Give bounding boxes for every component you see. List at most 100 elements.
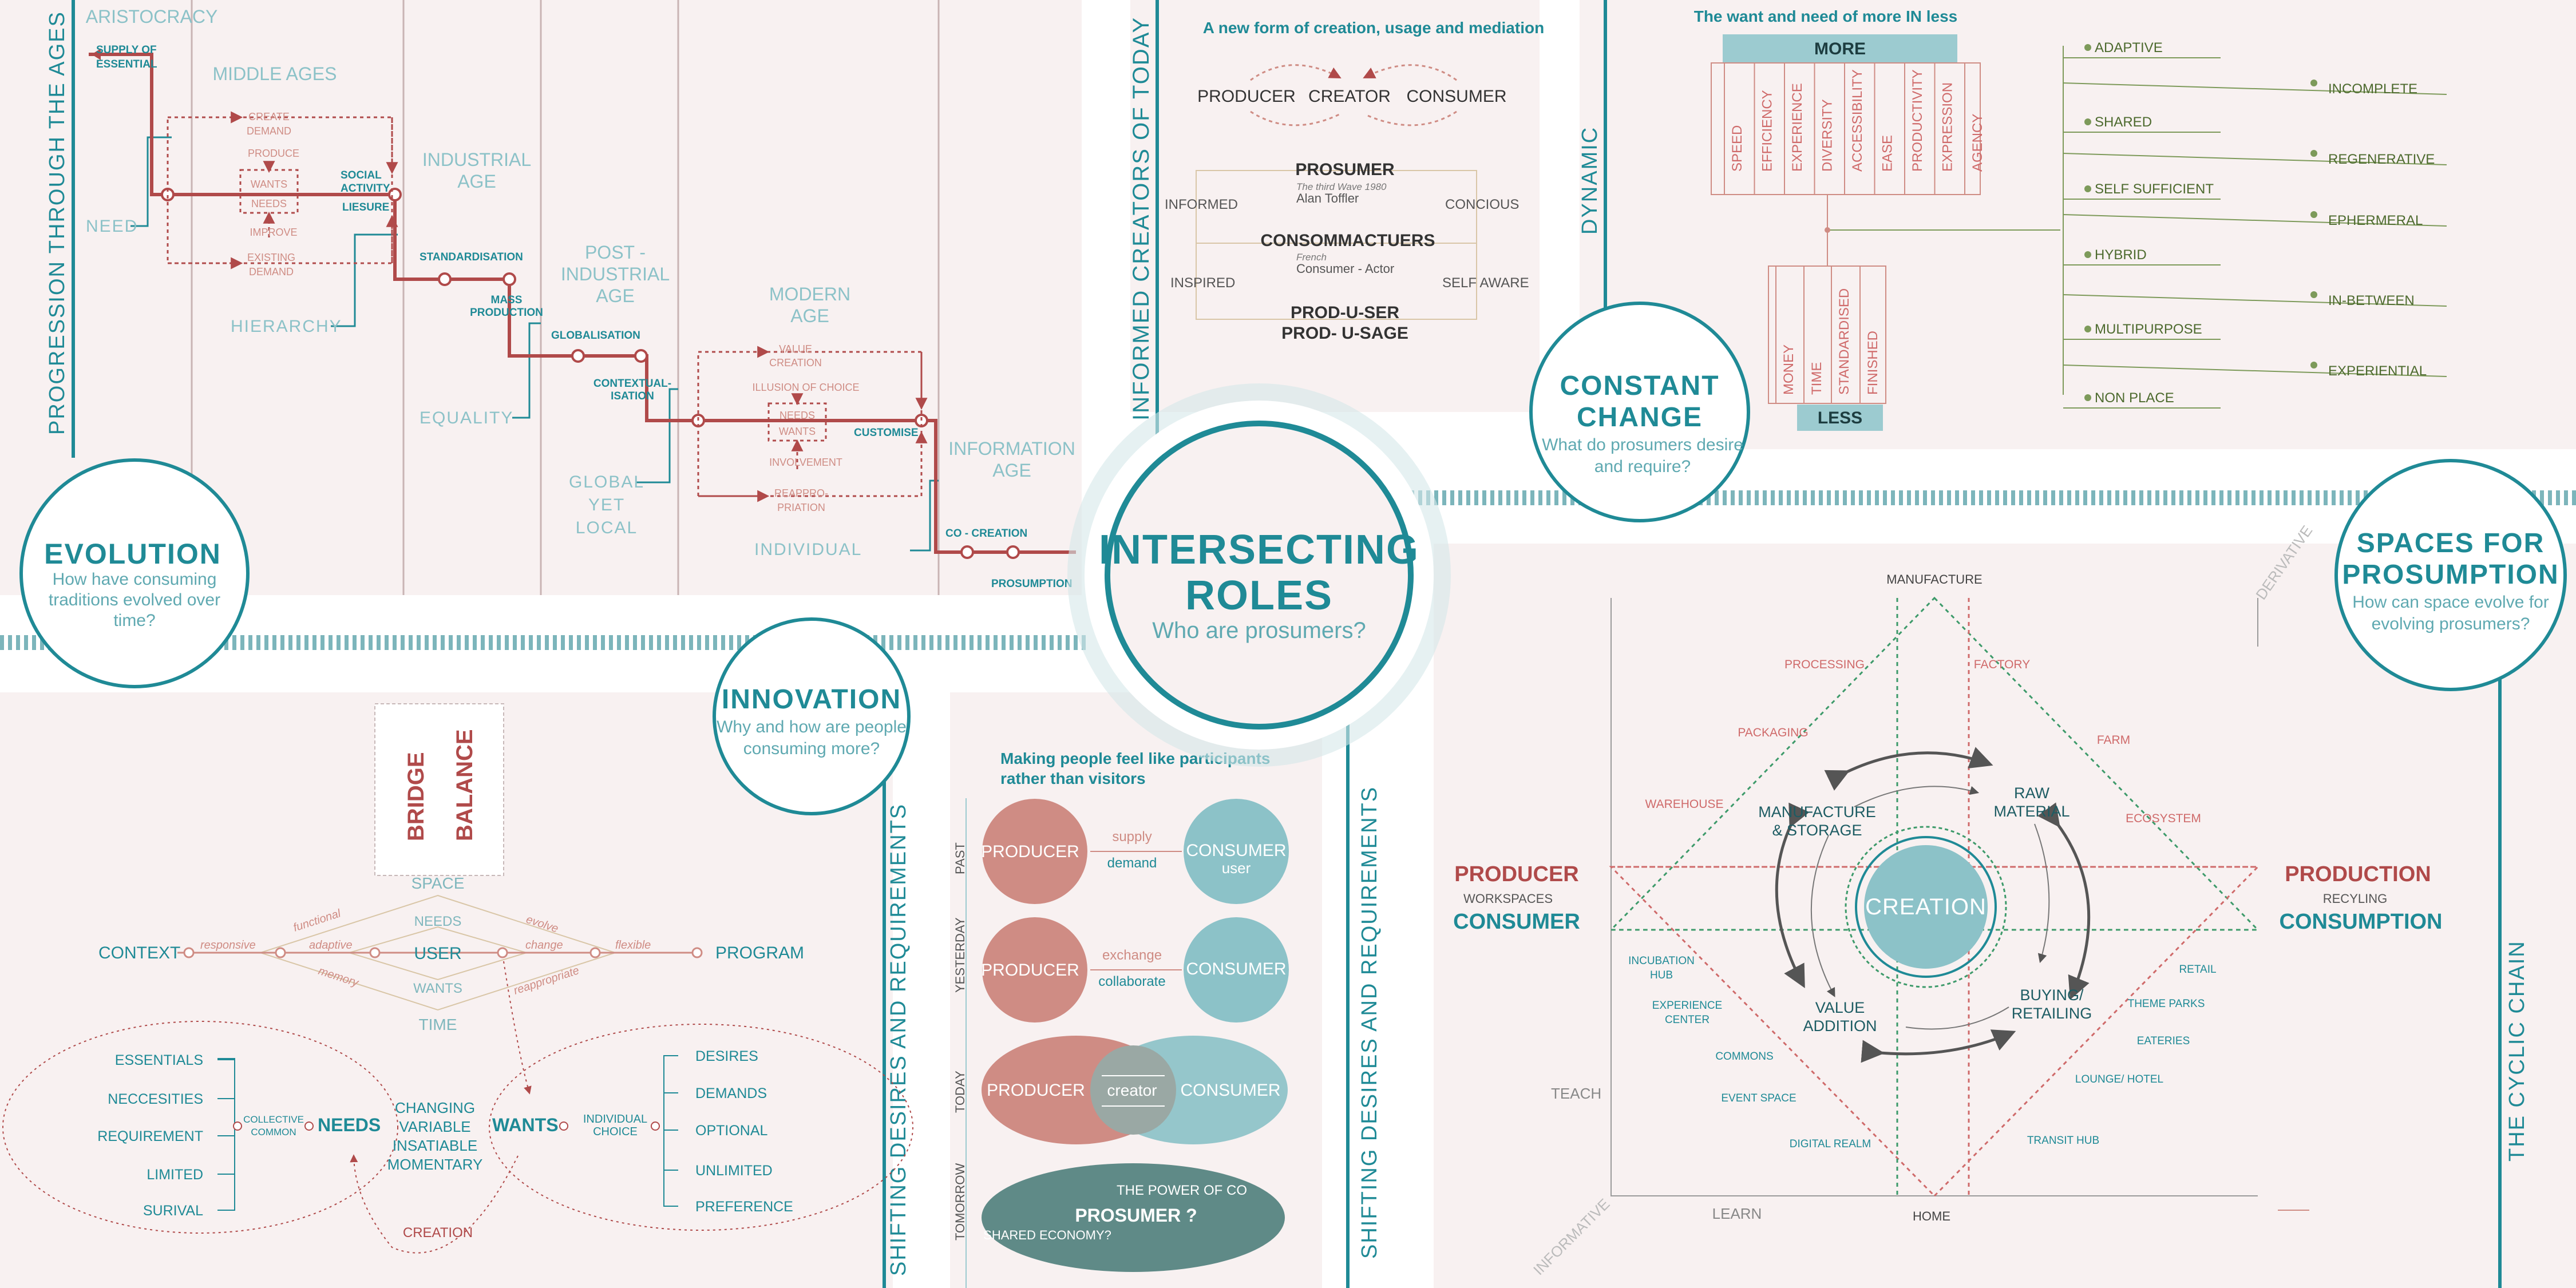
lbl-change: change <box>525 939 563 952</box>
space-teal-label: EATERIES <box>2137 1035 2190 1047</box>
space-teal-label: HUB <box>1650 969 1673 981</box>
collective-2: COMMON <box>251 1127 296 1138</box>
space-teal-label: INCUBATION <box>1628 955 1695 967</box>
col2-connector <box>2063 153 2447 165</box>
dynamic-panel: DYNAMIC The want and need of more IN les… <box>1578 0 2447 431</box>
innovation-vertical-title: SHIFTING DESIRES AND REQUIREMENTS <box>887 803 911 1276</box>
middle-item: CHANGING <box>395 1099 475 1116</box>
col1-dot <box>2084 185 2091 192</box>
spaces-recyling: RECYLING <box>2323 891 2387 906</box>
middle-item: VARIABLE <box>399 1118 470 1135</box>
cycle-raw-1: RAW <box>2014 784 2050 802</box>
node-mass-2: PRODUCTION <box>470 307 543 319</box>
innovation-creation: CREATION <box>403 1225 473 1241</box>
cycle1-improve: IMPROVE <box>250 227 297 238</box>
col1-dot <box>2084 118 2091 125</box>
informed-ref-2: Alan Toffler <box>1296 191 1359 205</box>
age-aristocracy: ARISTOCRACY <box>86 6 218 27</box>
spaces-workspaces: WORKSPACES <box>1463 891 1553 906</box>
spaces-circle-title-2: PROSUMPTION <box>2342 560 2559 590</box>
spaces-circle-line-1: How can space evolve for <box>2352 593 2549 612</box>
spaces-vertical-2: THE CYCLIC CHAIN <box>2505 940 2529 1162</box>
label-global-1: GLOBAL <box>569 473 644 492</box>
cc-title-2: CHANGE <box>1577 402 1703 433</box>
informed-selfaware: SELF AWARE <box>1442 275 1529 291</box>
lbl-flexible: flexible <box>615 939 651 952</box>
needs-item: REQUIREMENT <box>97 1128 203 1144</box>
evolution-circle-line-3: time? <box>113 611 155 630</box>
era-label: YESTERDAY <box>953 917 967 993</box>
col2-dot <box>2310 150 2317 157</box>
col2-connector <box>2063 364 2447 377</box>
spaces-circle: SPACES FOR PROSUMPTION How can space evo… <box>2334 459 2567 691</box>
informed-producer: PRODUCER <box>1197 87 1296 106</box>
cycle1-needs: NEEDS <box>251 198 287 209</box>
more-item: SPEED <box>1730 125 1745 172</box>
age-modern-2: AGE <box>790 306 829 326</box>
evolution-main-path <box>89 53 1076 554</box>
age-post-1: POST - <box>585 242 646 263</box>
constant-change-circle: CONSTANT CHANGE What do prosumers desire… <box>1529 302 1750 522</box>
age-information-1: INFORMATION <box>948 438 1075 459</box>
cycle1-exist-1: EXISTING <box>247 252 295 263</box>
cycle1-exist-2: DEMAND <box>249 266 294 278</box>
col1-dot <box>2084 44 2091 51</box>
producer-circle <box>982 799 1087 904</box>
cycle-raw-2: MATERIAL <box>1993 803 2069 820</box>
node-customise: CUSTOMISE <box>854 427 919 439</box>
evolution-vertical-title: PROGRESSION THROUGH THE AGES <box>45 11 69 435</box>
participants-title-2: rather than visitors <box>1000 770 1146 787</box>
space-teal-label: THEME PARKS <box>2128 998 2205 1010</box>
power-label: THE POWER OF CO <box>1117 1183 1247 1198</box>
needs-item: LIMITED <box>147 1167 203 1183</box>
innovation-panel: SHIFTING DESIRES AND REQUIREMENTS BRIDGE… <box>2 692 913 1288</box>
informed-concious: CONCIOUS <box>1445 197 1519 212</box>
collective-1: COLLECTIVE <box>243 1114 304 1125</box>
label-equality: EQUALITY <box>420 409 513 427</box>
label-need: NEED <box>86 217 138 236</box>
cc-line-2: and require? <box>1594 457 1691 476</box>
center-title-2: ROLES <box>1185 573 1333 619</box>
center-circle: INTERSECTING ROLES Who are prosumers? <box>1067 383 1451 767</box>
spaces-vertical-1: SHIFTING DESIRES AND REQUIREMENTS <box>1358 786 1382 1259</box>
cycle-va-1: VALUE <box>1815 999 1865 1016</box>
space-red-label: FACTORY <box>1974 658 2030 671</box>
spaces-circle-title-1: SPACES FOR <box>2357 528 2545 558</box>
bridge-label: BRIDGE <box>403 752 429 841</box>
cc-line-1: What do prosumers desire <box>1542 435 1743 454</box>
needs-item: ESSENTIALS <box>115 1052 203 1068</box>
col2-item: INCOMPLETE <box>2328 81 2417 97</box>
space-teal-label: LOUNGE/ HOTEL <box>2075 1073 2163 1085</box>
space-red-label: FARM <box>2097 734 2130 747</box>
space-teal-label: COMMONS <box>1715 1051 1773 1063</box>
spaces-consumption: CONSUMPTION <box>2280 910 2443 934</box>
cycle1-wants: WANTS <box>251 179 287 190</box>
wants-item: PREFERENCE <box>695 1199 793 1215</box>
bottom-flow-label: collaborate <box>1098 974 1165 989</box>
col1-item: NON PLACE <box>2095 390 2174 406</box>
dynamic-vertical-title: DYNAMIC <box>1578 126 1602 235</box>
space-teal-label: DIGITAL REALM <box>1790 1138 1871 1150</box>
cycle1-create-1: CREATE <box>248 111 290 122</box>
more-item: DIVERSITY <box>1820 99 1835 172</box>
spaces-learn: LEARN <box>1712 1205 1762 1222</box>
prosumer-ellipse <box>982 1163 1285 1272</box>
node-prosumption: PROSUMPTION <box>991 578 1072 590</box>
spaces-manufacture: MANUFACTURE <box>1886 572 1982 586</box>
col2-dot <box>2310 291 2317 298</box>
cycle1-produce: PRODUCE <box>248 148 299 159</box>
middle-item: INSATIABLE <box>393 1137 477 1154</box>
top-flow-label: supply <box>1112 829 1152 845</box>
innovation-context: CONTEXT <box>98 944 180 962</box>
spaces-circle-line-2: evolving prosumers? <box>2372 615 2530 633</box>
cycle2-wants: WANTS <box>779 426 816 437</box>
space-red-label: ECOSYSTEM <box>2126 812 2201 825</box>
col1-dot <box>2084 394 2091 401</box>
wants-item: OPTIONAL <box>695 1123 768 1139</box>
bridge-balance-box <box>374 703 504 876</box>
lbl-adaptive: adaptive <box>309 939 353 952</box>
innovation-circle-line-1: Why and how are people <box>717 718 907 736</box>
shared-label: SHARED ECONOMY? <box>983 1228 1111 1242</box>
cycle-br-1: BUYING/ <box>2020 986 2084 1004</box>
overlap-ellipse <box>1090 1045 1176 1135</box>
